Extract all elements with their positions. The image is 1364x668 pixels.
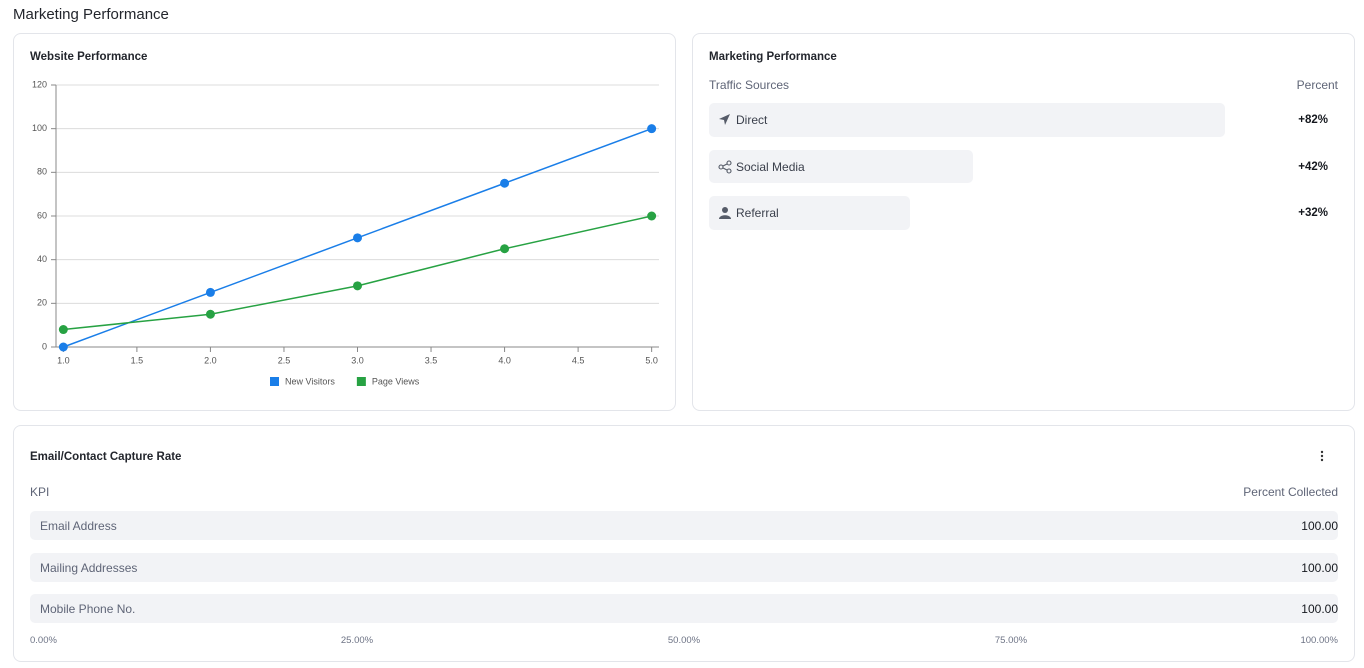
- capture-label: Mobile Phone No.: [40, 601, 136, 616]
- x-tick-label: 2.0: [204, 355, 217, 365]
- traffic-card: Marketing Performance Traffic Sources Pe…: [692, 33, 1355, 411]
- x-tick-label: 1.0: [57, 355, 70, 365]
- series-line: [63, 215, 652, 331]
- traffic-bar: [709, 103, 1225, 137]
- column-header: Percent Collected: [1243, 485, 1338, 499]
- capture-label: Mailing Addresses: [40, 560, 138, 575]
- website-card: Website Performance 0 20 40 60 80 100 120 1.0 1.…: [13, 33, 676, 411]
- capture-bar: [30, 594, 1338, 623]
- capture-value: 100.00: [1301, 601, 1338, 616]
- legend-swatch: [356, 377, 366, 386]
- data-point: [647, 124, 657, 134]
- column-header: Percent: [1296, 78, 1338, 92]
- x-tick-label: 1.5: [131, 355, 144, 365]
- capture-value: 100.00: [1301, 518, 1338, 533]
- page-title: Marketing Performance: [13, 6, 169, 23]
- x-tick-label: 4.0: [498, 355, 511, 365]
- traffic-bar: [709, 196, 911, 230]
- direct-icon: [719, 114, 730, 125]
- x-tick-label: 2.5: [278, 355, 291, 365]
- traffic-value: +82%: [1298, 114, 1328, 126]
- legend-label: Page Views: [372, 376, 420, 386]
- data-point: [353, 233, 362, 243]
- capture-value: 100.00: [1301, 560, 1338, 575]
- column-header: Traffic Sources: [709, 78, 790, 92]
- data-point: [500, 244, 510, 254]
- y-tick-label: 40: [37, 254, 47, 264]
- legend-label: New Visitors: [285, 376, 335, 386]
- data-point: [647, 211, 657, 221]
- y-tick-label: 60: [37, 210, 47, 220]
- x-tick-label: 50.00%: [667, 635, 701, 646]
- y-tick-label: 100: [32, 123, 47, 133]
- capture-bar: [30, 553, 1338, 582]
- traffic-bar: [709, 150, 974, 183]
- y-tick-label: 120: [32, 79, 47, 89]
- data-point: [58, 325, 68, 335]
- capture-label: Email Address: [40, 518, 117, 533]
- x-tick-label: 25.00%: [340, 635, 374, 646]
- traffic-label: Social Media: [736, 159, 805, 174]
- card-title: Marketing Performance: [709, 51, 837, 63]
- capture-bar: [30, 511, 1338, 540]
- share-icon: [718, 160, 732, 174]
- y-tick-label: 20: [37, 298, 47, 308]
- legend-swatch: [270, 377, 279, 386]
- column-header: KPI: [30, 485, 50, 499]
- menu-button[interactable]: [1316, 449, 1328, 463]
- x-tick-label: 100.00%: [1300, 635, 1338, 646]
- x-tick-label: 0.00%: [30, 635, 57, 646]
- y-tick-label: 0: [42, 341, 47, 351]
- line-chart: 0 20 40 60 80 100 120 1.0 1.5 2.0 2.5 3.0 3.5 4.0 4.5 5…: [32, 79, 659, 386]
- data-point: [58, 342, 68, 352]
- x-tick-label: 4.5: [572, 355, 585, 365]
- x-tick-label: 3.5: [425, 355, 438, 365]
- traffic-value: +32%: [1298, 207, 1328, 219]
- data-point: [205, 309, 215, 319]
- data-point: [205, 287, 215, 297]
- traffic-value: +42%: [1298, 160, 1328, 173]
- data-point: [500, 178, 510, 188]
- x-tick-label: 3.0: [351, 355, 364, 365]
- y-tick-label: 80: [37, 167, 47, 177]
- card-title: Website Performance: [30, 51, 148, 63]
- x-tick-label: 75.00%: [994, 635, 1028, 646]
- user-icon: [719, 207, 731, 219]
- capture-card: Email/Contact Capture Rate KPI Percent C…: [13, 425, 1355, 662]
- traffic-label: Direct: [736, 113, 768, 127]
- data-point: [353, 281, 362, 291]
- traffic-label: Referral: [736, 206, 779, 220]
- x-tick-label: 5.0: [645, 355, 658, 365]
- card-title: Email/Contact Capture Rate: [30, 451, 182, 463]
